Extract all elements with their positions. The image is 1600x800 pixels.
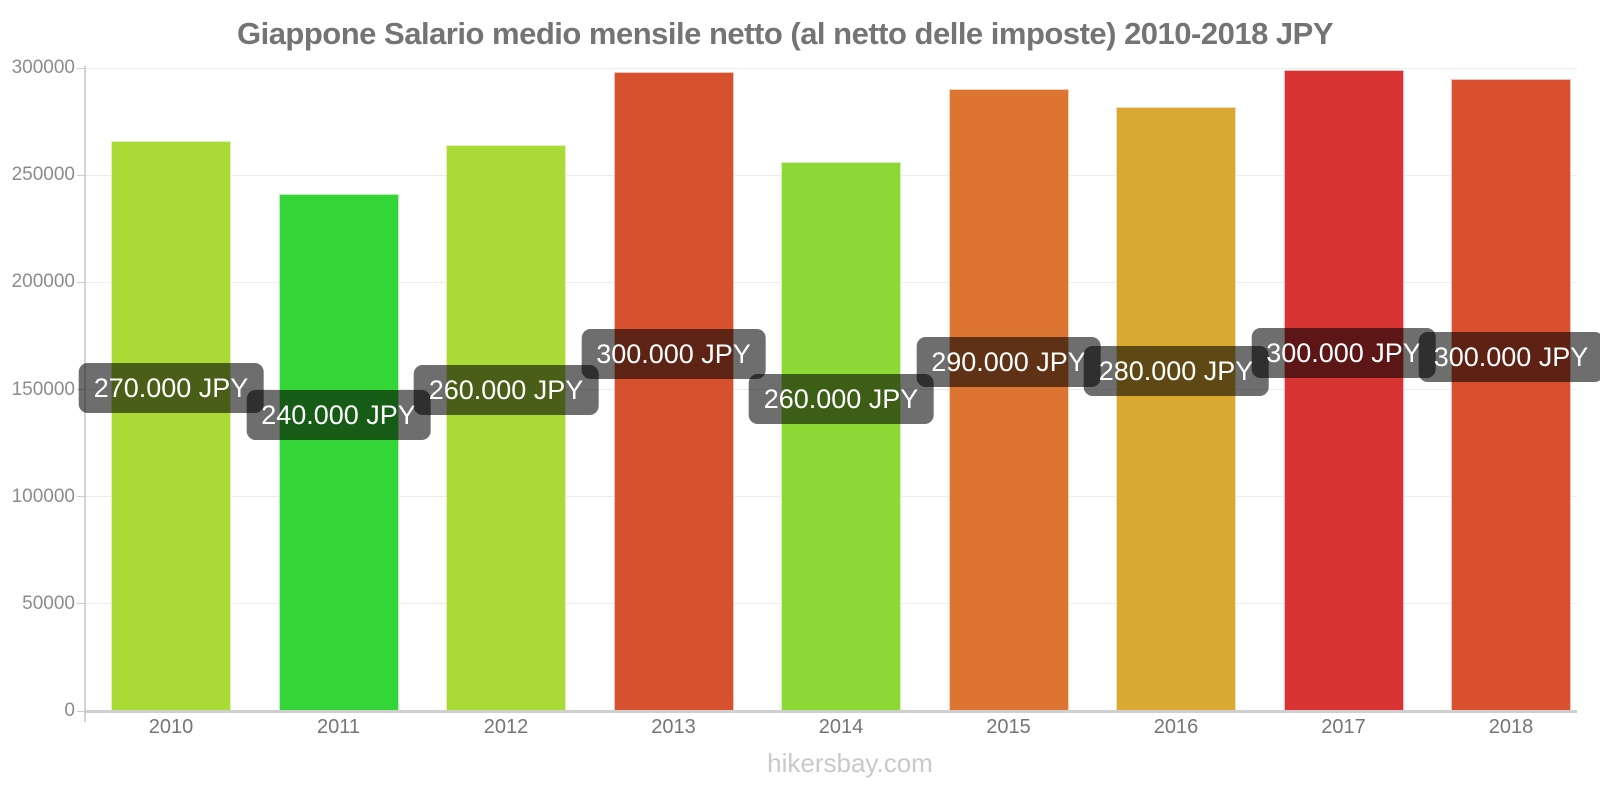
value-tooltip-2017: 300.000 JPY: [1251, 327, 1436, 378]
y-gridline: [85, 67, 1577, 69]
value-tooltip-2012: 260.000 JPY: [413, 365, 599, 416]
value-tooltip-2014: 260.000 JPY: [748, 373, 934, 424]
bar-2013[interactable]: [613, 72, 734, 711]
bar-2018[interactable]: [1451, 78, 1571, 711]
chart-title: Giappone Salario medio mensile netto (al…: [236, 16, 1334, 51]
bar-2012[interactable]: [446, 145, 566, 711]
y-axis-label: 150000: [11, 378, 75, 400]
x-axis-label-2018: 2018: [1488, 716, 1534, 738]
y-axis-label: 0: [64, 700, 75, 721]
bar-2010[interactable]: [111, 140, 231, 711]
value-tooltip-2015: 290.000 JPY: [916, 337, 1101, 388]
y-axis-label: 100000: [11, 485, 75, 507]
y-axis-label: 50000: [22, 592, 75, 614]
x-axis-label-2015: 2015: [986, 716, 1031, 738]
y-axis-tick: [77, 496, 85, 498]
x-axis-label-2017: 2017: [1321, 716, 1366, 738]
y-axis-label: 300000: [11, 57, 75, 78]
bar-2017[interactable]: [1283, 70, 1404, 711]
bar-2015[interactable]: [948, 89, 1069, 711]
value-tooltip-2010: 270.000 JPY: [78, 362, 264, 413]
y-axis-tick: [77, 603, 85, 605]
bar-2014[interactable]: [781, 162, 901, 711]
value-tooltip-2016: 280.000 JPY: [1083, 345, 1269, 396]
x-axis-label-2016: 2016: [1153, 716, 1199, 738]
watermark: hikersbay.com: [767, 748, 933, 778]
bar-2016[interactable]: [1116, 106, 1236, 711]
y-axis-tick: [77, 710, 85, 712]
x-axis-label-2010: 2010: [148, 716, 194, 738]
y-axis-tick: [77, 281, 85, 283]
value-tooltip-2013: 300.000 JPY: [581, 328, 766, 379]
value-tooltip-2011: 240.000 JPY: [246, 389, 431, 440]
x-axis-label-2012: 2012: [483, 716, 529, 738]
x-axis-line: [84, 710, 1577, 713]
x-axis-label-2013: 2013: [651, 716, 696, 738]
value-tooltip-2018: 300.000 JPY: [1418, 331, 1600, 382]
x-axis-label-2011: 2011: [316, 716, 360, 738]
x-axis-label-2014: 2014: [818, 716, 864, 738]
y-axis-label: 200000: [11, 271, 75, 293]
y-axis-tick: [77, 67, 85, 69]
y-axis-label: 250000: [11, 164, 75, 186]
bar-2011[interactable]: [278, 194, 399, 711]
y-axis-tick: [77, 174, 85, 176]
